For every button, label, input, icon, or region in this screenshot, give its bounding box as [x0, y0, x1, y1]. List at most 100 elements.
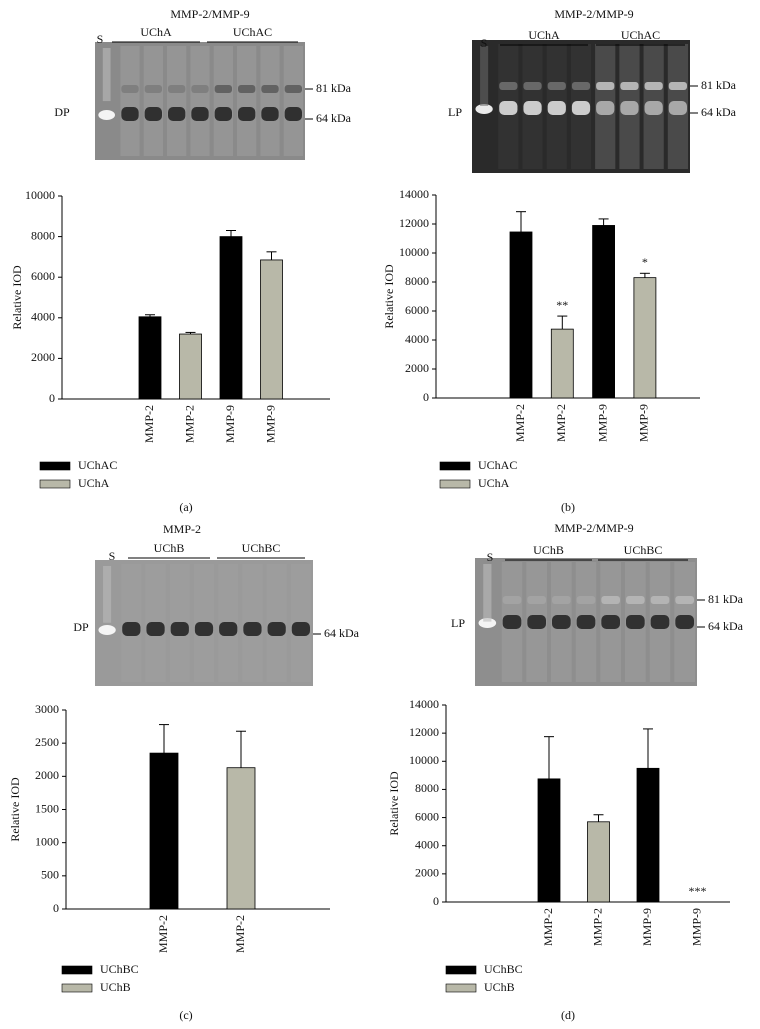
band [620, 101, 639, 115]
band [170, 622, 189, 636]
band [668, 82, 687, 90]
band [214, 85, 232, 93]
y-tick-label: 8000 [31, 228, 55, 242]
group-label: UChBC [242, 541, 281, 555]
band [650, 615, 670, 629]
band [552, 615, 571, 629]
band [523, 82, 542, 90]
y-tick-label: 6000 [405, 303, 429, 317]
band [168, 107, 186, 121]
y-tick-label: 12000 [399, 216, 429, 230]
panel-label: (b) [561, 500, 575, 514]
bar [636, 767, 660, 903]
band [644, 82, 663, 90]
legend-swatch [39, 461, 71, 471]
y-tick-label: 10000 [409, 753, 439, 767]
band [576, 615, 596, 629]
x-tick-label: MMP-9 [263, 405, 277, 443]
gel-title: MMP-2/MMP-9 [170, 7, 249, 21]
legend-swatch [61, 983, 93, 993]
y-tick-label: 8000 [405, 274, 429, 288]
lane [120, 46, 140, 156]
group-label: UChBC [624, 543, 663, 557]
band [547, 101, 566, 115]
x-tick-label: MMP-9 [595, 404, 609, 442]
x-tick-label: MMP-2 [233, 915, 247, 953]
panel-label: (a) [179, 500, 192, 514]
band [547, 82, 566, 90]
band [284, 85, 302, 93]
band [194, 622, 214, 636]
bar [149, 752, 179, 910]
group-label: UChA [140, 25, 172, 39]
band [243, 622, 262, 636]
sample-label: DP [54, 105, 70, 119]
band [144, 107, 162, 121]
marker-spot [475, 104, 493, 114]
legend-swatch [439, 461, 471, 471]
y-tick-label: 1500 [35, 801, 59, 815]
band [523, 101, 542, 115]
y-tick-label: 14000 [399, 187, 429, 201]
band [146, 622, 165, 636]
group-label: UChAC [621, 28, 660, 42]
sample-label: LP [451, 616, 465, 630]
sample-label: LP [448, 105, 462, 119]
lane [213, 46, 233, 156]
lane [260, 46, 280, 156]
lane-label: S [481, 36, 488, 50]
band [596, 82, 615, 90]
legend-swatch [445, 965, 477, 975]
band [650, 596, 670, 604]
band [121, 107, 139, 121]
y-tick-label: 0 [53, 901, 59, 915]
y-tick-label: 4000 [31, 310, 55, 324]
marker-label: 64 kDa [708, 619, 744, 633]
marker-spot [98, 625, 116, 635]
x-tick-label: MMP-2 [513, 404, 527, 442]
significance-mark: *** [689, 884, 707, 898]
panel-label: (c) [179, 1008, 192, 1022]
band [144, 85, 162, 93]
legend-label: UChB [100, 980, 131, 994]
band [261, 107, 279, 121]
y-tick-label: 2000 [405, 361, 429, 375]
band [675, 596, 694, 604]
x-tick-label: MMP-2 [554, 404, 568, 442]
gel-title: MMP-2/MMP-9 [554, 7, 633, 21]
marker-label: 81 kDa [708, 592, 744, 606]
band [121, 85, 139, 93]
band [675, 615, 694, 629]
bar [633, 277, 657, 399]
x-tick-label: MMP-9 [689, 908, 703, 946]
band [527, 615, 546, 629]
band [527, 596, 546, 604]
y-axis-label: Relative IOD [8, 777, 22, 842]
x-tick-label: MMP-9 [640, 908, 654, 946]
marker-label: 81 kDa [316, 81, 352, 95]
band [122, 622, 141, 636]
significance-mark: ** [556, 298, 568, 312]
bar [138, 316, 162, 400]
marker-spot [478, 618, 497, 628]
marker-smear [102, 48, 111, 102]
band [499, 82, 518, 90]
y-tick-label: 12000 [409, 725, 439, 739]
band [267, 622, 286, 636]
bar [219, 236, 243, 400]
band [601, 596, 620, 604]
x-tick-label: MMP-2 [541, 908, 555, 946]
y-axis-label: Relative IOD [382, 264, 396, 329]
y-tick-label: 4000 [415, 837, 439, 851]
lane [167, 46, 187, 156]
y-tick-label: 10000 [399, 245, 429, 259]
marker-smear [480, 46, 489, 106]
band [552, 596, 571, 604]
band [499, 101, 518, 115]
y-tick-label: 0 [49, 391, 55, 405]
y-tick-label: 2000 [415, 866, 439, 880]
band [214, 107, 232, 121]
legend-label: UChA [478, 476, 510, 490]
legend-label: UChBC [100, 962, 139, 976]
